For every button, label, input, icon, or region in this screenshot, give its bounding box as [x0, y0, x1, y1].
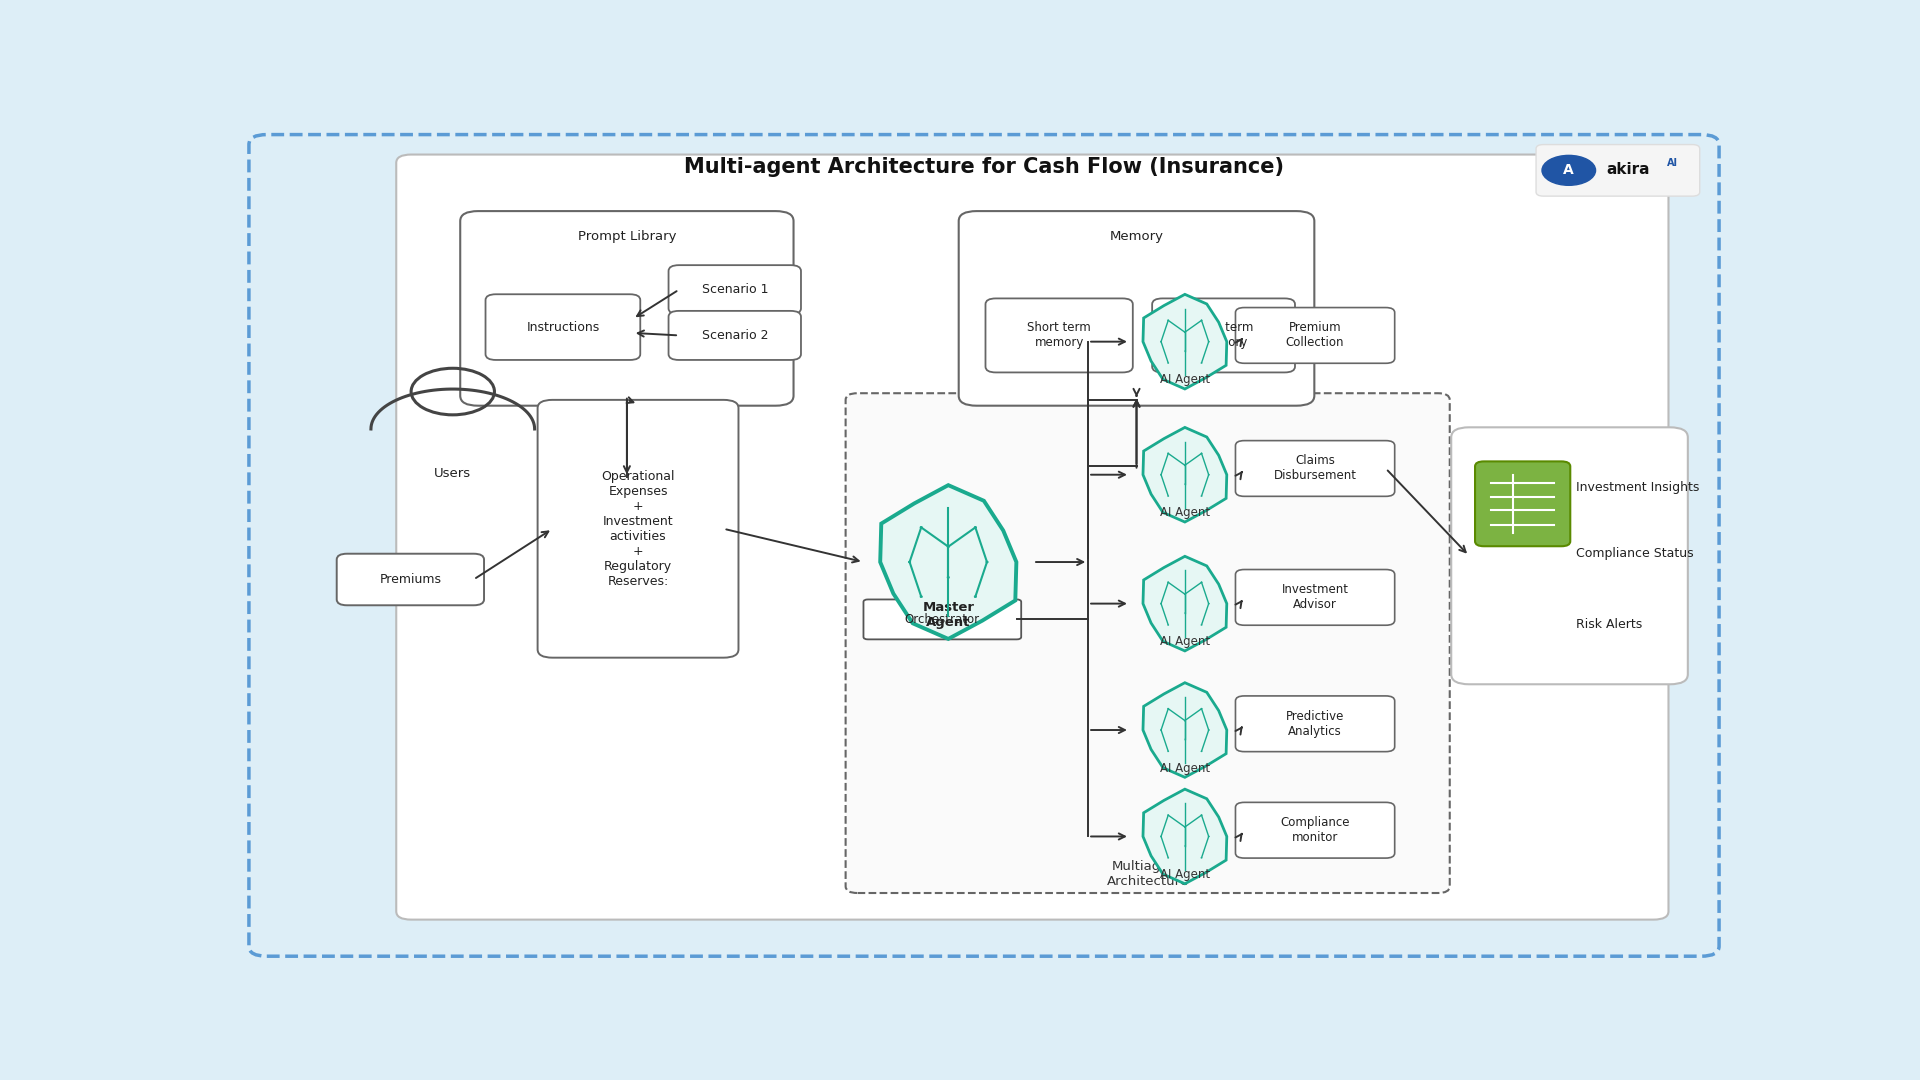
Text: AI Agent: AI Agent	[1160, 374, 1210, 387]
Text: Investment Insights: Investment Insights	[1576, 481, 1699, 494]
Text: AI Agent: AI Agent	[1160, 507, 1210, 519]
Text: Claims
Disbursement: Claims Disbursement	[1273, 455, 1357, 483]
FancyBboxPatch shape	[336, 554, 484, 605]
Text: Scenario 2: Scenario 2	[701, 329, 768, 342]
Text: AI Agent: AI Agent	[1160, 868, 1210, 881]
Text: Compliance
monitor: Compliance monitor	[1281, 816, 1350, 845]
Text: Scenario 1: Scenario 1	[701, 283, 768, 296]
Circle shape	[1542, 156, 1596, 186]
Text: Premium
Collection: Premium Collection	[1286, 322, 1344, 350]
FancyBboxPatch shape	[1452, 428, 1688, 685]
FancyBboxPatch shape	[1235, 696, 1394, 752]
Text: Users: Users	[434, 467, 470, 480]
Text: Operational
Expenses
+
Investment
activities
+
Regulatory
Reserves:: Operational Expenses + Investment activi…	[601, 470, 674, 588]
Text: Premiums: Premiums	[380, 573, 442, 586]
Text: Multi-agent Architecture for Cash Flow (Insurance): Multi-agent Architecture for Cash Flow (…	[684, 157, 1284, 177]
FancyBboxPatch shape	[668, 266, 801, 314]
Text: Long term
memory: Long term memory	[1194, 322, 1254, 350]
Text: Multiagent
Architecture: Multiagent Architecture	[1106, 860, 1188, 888]
FancyBboxPatch shape	[958, 211, 1315, 406]
FancyBboxPatch shape	[1235, 569, 1394, 625]
FancyBboxPatch shape	[461, 211, 793, 406]
Polygon shape	[1142, 683, 1227, 778]
Text: Instructions: Instructions	[526, 321, 599, 334]
Polygon shape	[1142, 428, 1227, 522]
FancyBboxPatch shape	[1536, 145, 1699, 197]
Text: Compliance Status: Compliance Status	[1576, 548, 1693, 561]
FancyBboxPatch shape	[1475, 461, 1571, 546]
FancyBboxPatch shape	[985, 298, 1133, 373]
FancyBboxPatch shape	[1152, 298, 1294, 373]
Polygon shape	[1142, 295, 1227, 389]
FancyBboxPatch shape	[1235, 308, 1394, 363]
Text: AI Agent: AI Agent	[1160, 761, 1210, 774]
FancyBboxPatch shape	[396, 154, 1668, 920]
FancyBboxPatch shape	[864, 599, 1021, 639]
FancyBboxPatch shape	[1235, 441, 1394, 497]
FancyBboxPatch shape	[1235, 802, 1394, 859]
Polygon shape	[1142, 556, 1227, 651]
Text: Risk Alerts: Risk Alerts	[1576, 618, 1642, 631]
Text: Memory: Memory	[1110, 230, 1164, 243]
Text: Master
Agent: Master Agent	[922, 602, 973, 630]
Text: Investment
Advisor: Investment Advisor	[1281, 583, 1348, 611]
Text: AI: AI	[1667, 158, 1678, 167]
FancyBboxPatch shape	[486, 294, 639, 360]
Text: Orchestrator: Orchestrator	[904, 613, 979, 626]
Text: Predictive
Analytics: Predictive Analytics	[1286, 710, 1344, 738]
FancyBboxPatch shape	[250, 135, 1718, 956]
Text: Short term
memory: Short term memory	[1027, 322, 1091, 350]
Polygon shape	[879, 485, 1016, 639]
Text: A: A	[1563, 163, 1574, 177]
FancyBboxPatch shape	[668, 311, 801, 360]
Text: AI Agent: AI Agent	[1160, 635, 1210, 648]
FancyBboxPatch shape	[538, 400, 739, 658]
Text: Prompt Library: Prompt Library	[578, 230, 676, 243]
Polygon shape	[1142, 789, 1227, 883]
Text: akira: akira	[1607, 162, 1649, 177]
FancyBboxPatch shape	[845, 393, 1450, 893]
